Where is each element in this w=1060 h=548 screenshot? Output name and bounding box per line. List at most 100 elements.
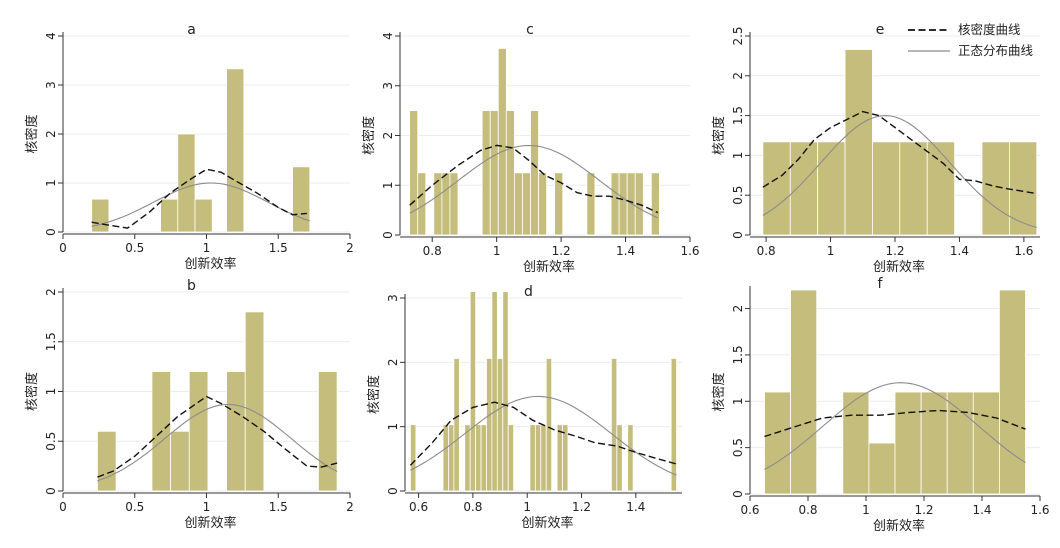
histogram-bar <box>946 391 974 495</box>
histogram-bar <box>670 358 677 492</box>
histogram-bar <box>899 141 928 236</box>
histogram-bar <box>762 141 791 236</box>
histogram-bar <box>618 172 628 236</box>
histogram-bar <box>491 291 498 492</box>
x-axis-title: 创新效率 <box>873 518 925 534</box>
y-tick-label: 0 <box>381 231 395 239</box>
x-tick-label: 1.4 <box>972 503 991 517</box>
x-tick-label: 1.4 <box>616 244 635 258</box>
histogram-bar <box>926 141 956 236</box>
chart-panel-d: 0 1 2 3 0.6 0.8 1 1.2 1.4 创新效率 核密度 d <box>366 284 682 531</box>
y-axis-title: 核密度 <box>24 114 40 153</box>
x-tick-label: 2 <box>346 241 354 255</box>
y-tick-label: 1 <box>386 423 400 431</box>
y-tick-label: 2 <box>731 305 745 313</box>
legend-normal-label: 正态分布曲线 <box>958 43 1034 58</box>
y-axis-title: 核密度 <box>366 375 382 414</box>
x-tick-label: 0 <box>59 241 67 255</box>
histogram-bar <box>538 172 548 236</box>
histogram-bar <box>540 424 547 492</box>
normal-curve <box>762 115 1037 229</box>
histogram-bar <box>894 391 922 495</box>
histogram-bar <box>480 424 487 492</box>
y-tick-label: 4 <box>44 32 58 40</box>
kde-curve <box>762 110 1037 195</box>
x-tick-label: 1.5 <box>269 500 288 514</box>
histogram-bar <box>502 291 509 492</box>
kde-curve <box>409 401 677 466</box>
histogram-bar <box>844 49 873 236</box>
histogram-bar <box>920 391 948 495</box>
histogram-bar <box>627 424 634 492</box>
x-tick-label: 0 <box>59 500 67 514</box>
y-tick-label: 3 <box>44 81 58 89</box>
histogram-bar <box>91 198 110 233</box>
y-tick-label: 1 <box>44 388 58 396</box>
chart-panel-a: 0 1 2 3 4 0 0.5 1 1.5 2 创新效率 核密度 a <box>24 22 354 272</box>
histogram-bar <box>790 289 818 495</box>
kde-curve <box>91 168 307 229</box>
histogram-bar <box>545 358 553 492</box>
x-tick-label: 1 <box>203 241 211 255</box>
legend: 核密度曲线 正态分布曲线 <box>908 22 1034 58</box>
chart-panel-e: 0 0.5 1 1.5 2 2.5 0.8 1 1.2 1.4 1.6 创新效率 核密度 e <box>711 22 1040 275</box>
y-tick-label: 2 <box>44 130 58 138</box>
histogram-bar <box>417 172 427 236</box>
panel-title: f <box>878 276 884 292</box>
x-tick-label: 1.2 <box>572 500 591 514</box>
histogram-bar <box>160 198 179 233</box>
histogram-bar <box>981 141 1010 236</box>
histogram-bar <box>318 371 338 492</box>
x-tick-label: 1.4 <box>626 500 645 514</box>
kde-curve <box>764 409 1026 438</box>
y-tick-label: 2.5 <box>731 26 745 45</box>
x-tick-label: 1 <box>862 503 870 517</box>
histogram-bar <box>789 141 819 236</box>
histogram-bar <box>872 141 901 236</box>
histogram-bar <box>410 424 417 492</box>
panel-title: a <box>187 22 196 38</box>
x-tick-label: 1 <box>493 244 501 258</box>
x-tick-label: 1 <box>203 500 211 514</box>
y-tick-label: 1 <box>381 181 395 189</box>
histogram-bar <box>556 424 563 492</box>
y-tick-label: 1 <box>44 179 58 187</box>
y-tick-label: 0 <box>731 490 745 498</box>
y-tick-label: 1 <box>731 397 745 405</box>
x-tick-label: 1.6 <box>1014 244 1033 258</box>
histogram-bar <box>453 358 460 492</box>
histogram-bar <box>529 424 536 492</box>
histogram-bar <box>817 141 846 236</box>
y-tick-label: 1.5 <box>731 345 745 364</box>
histogram-bar <box>464 424 471 492</box>
x-tick-label: 0.8 <box>423 244 442 258</box>
histogram-bar <box>562 424 569 492</box>
x-tick-label: 0.8 <box>798 503 817 517</box>
kde-curve <box>409 144 659 214</box>
x-tick-label: 1.2 <box>885 244 904 258</box>
x-tick-label: 0.6 <box>409 500 428 514</box>
y-tick-label: 0 <box>44 487 58 495</box>
histogram-bar <box>292 166 311 233</box>
y-tick-label: 0.5 <box>731 438 745 457</box>
histogram-bar <box>486 358 493 492</box>
kde-curve <box>97 395 338 478</box>
chart-panel-b: 0 0.5 1 1.5 2 0 0.5 1 1.5 2 创新效率 核密度 b <box>24 278 354 531</box>
histogram-bar <box>449 172 459 236</box>
x-tick-label: 1.4 <box>950 244 969 258</box>
y-tick-label: 3 <box>381 82 395 90</box>
histogram-bar <box>469 291 477 492</box>
x-axis-title: 创新效率 <box>523 259 575 275</box>
histogram-bar <box>475 424 482 492</box>
histogram-bar <box>226 68 245 233</box>
normal-curve <box>764 382 1026 470</box>
y-tick-label: 3 <box>386 294 400 302</box>
histogram-bar <box>441 172 451 236</box>
y-axis-title: 核密度 <box>24 372 40 411</box>
panel-title: d <box>524 284 533 300</box>
histogram-bar <box>868 442 896 495</box>
histogram-bar <box>433 172 443 236</box>
histogram-bar <box>1008 141 1038 236</box>
x-tick-label: 0.5 <box>125 500 144 514</box>
histogram-bar <box>188 371 209 492</box>
